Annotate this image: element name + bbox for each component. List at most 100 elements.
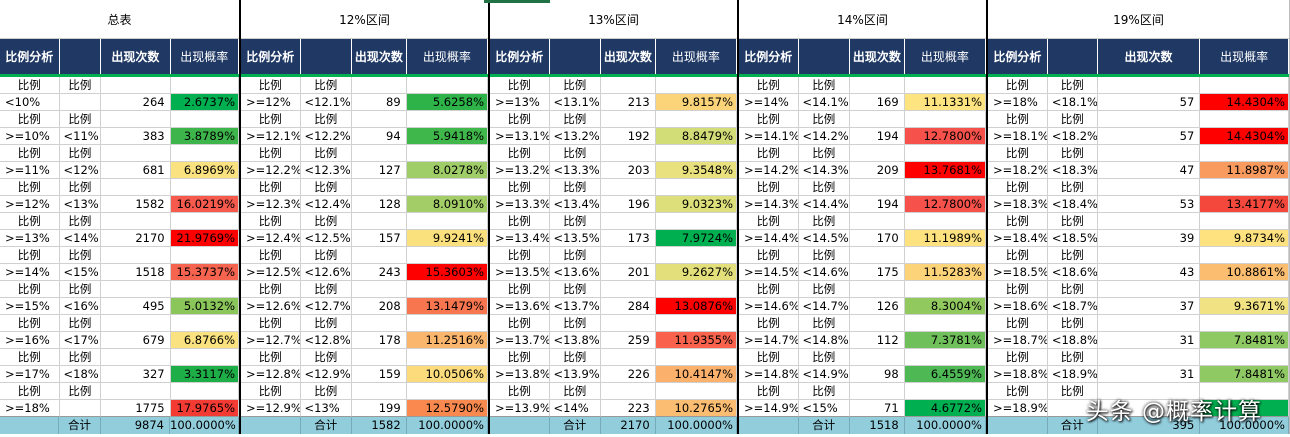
empty-cell[interactable] [170, 383, 239, 400]
empty-cell[interactable] [406, 213, 488, 230]
empty-cell[interactable] [904, 315, 986, 332]
probability-cell[interactable]: 10.0506% [406, 366, 488, 383]
column-header[interactable] [301, 39, 353, 74]
block-title[interactable]: 13%区间 [490, 0, 737, 39]
empty-cell[interactable] [655, 315, 737, 332]
probability-cell[interactable]: 10.8861% [1200, 264, 1290, 281]
empty-cell[interactable] [601, 281, 656, 298]
count-cell[interactable]: 39 [1097, 230, 1201, 247]
probability-cell[interactable]: 2.6737% [170, 94, 239, 111]
range-from-cell[interactable]: >=14.6% [739, 298, 799, 315]
count-cell[interactable]: 201 [601, 264, 656, 281]
range-from-cell[interactable]: >=12.3% [241, 196, 301, 213]
range-to-cell[interactable]: <14.8% [798, 332, 851, 349]
ratio-label-cell[interactable]: 比例 [798, 349, 851, 366]
ratio-label-cell[interactable]: 比例 [300, 213, 353, 230]
ratio-label-cell[interactable]: 比例 [1047, 383, 1098, 400]
ratio-label-cell[interactable]: 比例 [798, 315, 851, 332]
empty-cell[interactable] [406, 111, 488, 128]
probability-cell[interactable]: 17.9765% [170, 400, 239, 417]
range-from-cell[interactable]: >=12.2% [241, 162, 301, 179]
ratio-label-cell[interactable]: 比例 [0, 315, 60, 332]
empty-cell[interactable] [101, 281, 171, 298]
count-cell[interactable]: 94 [352, 128, 407, 145]
column-header[interactable]: 出现概率 [171, 39, 239, 74]
ratio-label-cell[interactable]: 比例 [1047, 77, 1098, 94]
ratio-label-cell[interactable]: 比例 [241, 383, 301, 400]
empty-cell[interactable] [655, 247, 737, 264]
empty-cell[interactable] [1200, 111, 1289, 128]
ratio-label-cell[interactable]: 比例 [549, 111, 602, 128]
ratio-label-cell[interactable]: 比例 [0, 111, 60, 128]
range-from-cell[interactable]: >=18.1% [988, 128, 1048, 145]
count-cell[interactable]: 157 [352, 230, 407, 247]
ratio-label-cell[interactable]: 比例 [549, 145, 602, 162]
empty-cell[interactable] [1200, 213, 1289, 230]
empty-cell[interactable] [170, 349, 239, 366]
empty-cell[interactable] [101, 145, 171, 162]
range-to-cell[interactable]: <18.2% [1047, 128, 1098, 145]
count-cell[interactable]: 57 [1097, 94, 1201, 111]
count-cell[interactable]: 1518 [101, 264, 171, 281]
ratio-label-cell[interactable]: 比例 [1047, 111, 1098, 128]
empty-cell[interactable] [1200, 179, 1289, 196]
ratio-label-cell[interactable]: 比例 [739, 145, 799, 162]
empty-cell[interactable] [904, 383, 986, 400]
range-to-cell[interactable]: <12.3% [300, 162, 353, 179]
empty-cell[interactable] [1097, 145, 1201, 162]
range-to-cell[interactable]: <16% [59, 298, 102, 315]
count-cell[interactable]: 327 [101, 366, 171, 383]
range-to-cell[interactable]: <15% [59, 264, 102, 281]
range-to-cell[interactable]: <13.6% [549, 264, 602, 281]
empty-cell[interactable] [655, 179, 737, 196]
empty-cell[interactable] [1097, 349, 1201, 366]
ratio-label-cell[interactable]: 比例 [549, 77, 602, 94]
ratio-label-cell[interactable]: 比例 [241, 315, 301, 332]
probability-cell[interactable]: 7.9724% [655, 230, 737, 247]
empty-cell[interactable] [406, 145, 488, 162]
range-from-cell[interactable]: >=12.7% [241, 332, 301, 349]
ratio-label-cell[interactable]: 比例 [490, 383, 550, 400]
range-from-cell[interactable]: >=12.8% [241, 366, 301, 383]
range-from-cell[interactable]: >=14.7% [739, 332, 799, 349]
range-from-cell[interactable]: >=17% [0, 366, 60, 383]
range-to-cell[interactable]: <18.1% [1047, 94, 1098, 111]
empty-cell[interactable] [406, 281, 488, 298]
count-cell[interactable]: 89 [352, 94, 407, 111]
range-from-cell[interactable]: >=12.6% [241, 298, 301, 315]
count-cell[interactable]: 178 [352, 332, 407, 349]
ratio-label-cell[interactable]: 比例 [549, 383, 602, 400]
range-from-cell[interactable]: >=14.8% [739, 366, 799, 383]
range-to-cell[interactable]: <14.3% [798, 162, 851, 179]
ratio-label-cell[interactable]: 比例 [798, 247, 851, 264]
range-to-cell[interactable]: <13% [300, 400, 353, 417]
ratio-label-cell[interactable]: 比例 [739, 349, 799, 366]
ratio-label-cell[interactable]: 比例 [59, 77, 102, 94]
range-from-cell[interactable]: >=13.3% [490, 196, 550, 213]
probability-cell[interactable]: 13.0876% [655, 298, 737, 315]
column-header[interactable]: 出现次数 [101, 39, 171, 74]
ratio-label-cell[interactable]: 比例 [1047, 145, 1098, 162]
empty-cell[interactable] [904, 213, 986, 230]
ratio-label-cell[interactable]: 比例 [241, 247, 301, 264]
ratio-label-cell[interactable]: 比例 [241, 111, 301, 128]
empty-cell[interactable] [101, 315, 171, 332]
empty-cell[interactable] [170, 281, 239, 298]
count-cell[interactable]: 209 [850, 162, 905, 179]
block-title[interactable]: 14%区间 [739, 0, 986, 39]
empty-cell[interactable] [352, 281, 407, 298]
probability-cell[interactable]: 11.1989% [904, 230, 986, 247]
ratio-label-cell[interactable]: 比例 [988, 383, 1048, 400]
ratio-label-cell[interactable]: 比例 [0, 383, 60, 400]
count-cell[interactable]: 194 [850, 196, 905, 213]
range-to-cell[interactable] [59, 94, 102, 111]
count-cell[interactable]: 71 [850, 400, 905, 417]
probability-cell[interactable]: 12.7800% [904, 196, 986, 213]
column-header[interactable] [1048, 39, 1098, 74]
range-from-cell[interactable]: >=13% [490, 94, 550, 111]
count-cell[interactable]: 47 [1097, 162, 1201, 179]
range-from-cell[interactable]: >=12.5% [241, 264, 301, 281]
count-cell[interactable]: 170 [850, 230, 905, 247]
count-cell[interactable]: 213 [601, 94, 656, 111]
empty-cell[interactable] [352, 383, 407, 400]
